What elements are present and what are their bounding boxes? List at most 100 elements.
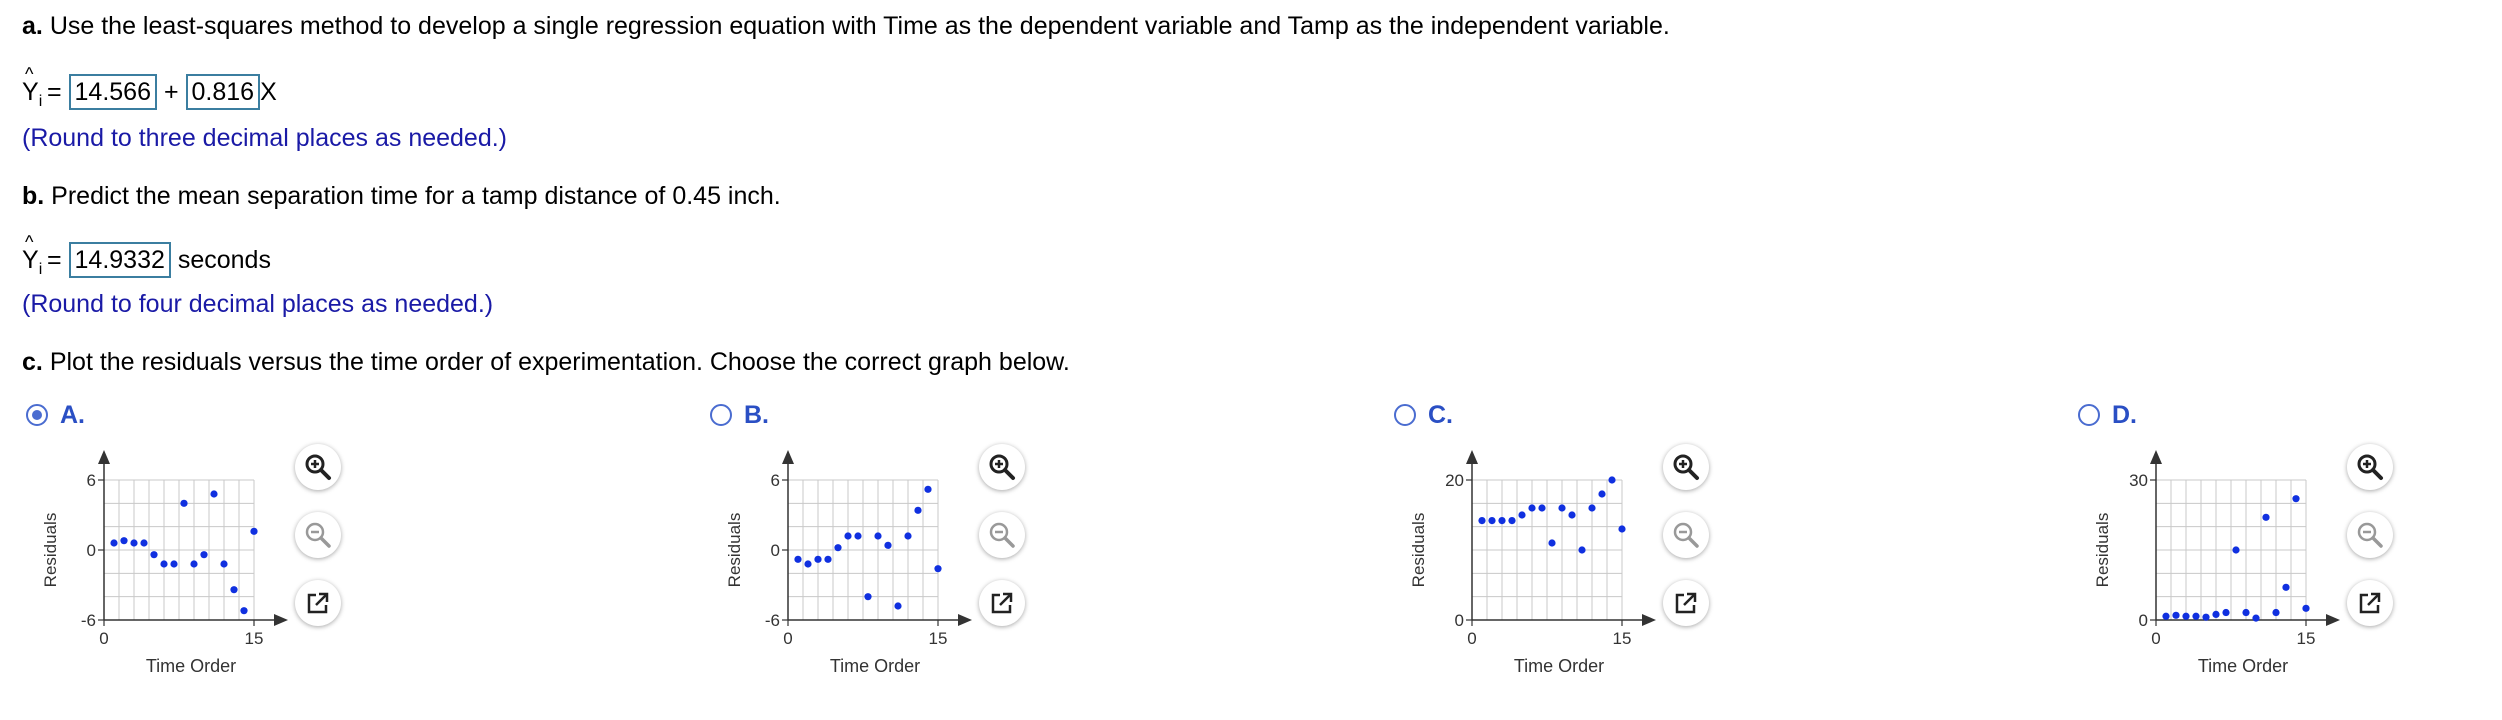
data-point <box>1578 546 1586 554</box>
data-point <box>1618 525 1626 533</box>
data-point <box>2282 583 2290 591</box>
y-axis-label: Residuals <box>41 513 60 588</box>
data-point <box>2162 612 2170 620</box>
external-link-icon <box>1671 588 1701 618</box>
data-point <box>794 555 802 563</box>
question-a: a. Use the least-squares method to devel… <box>22 12 1670 41</box>
external-link-icon <box>2355 588 2385 618</box>
rounding-hint-a: (Round to three decimal places as needed… <box>22 124 508 152</box>
data-point <box>1528 504 1536 512</box>
data-point <box>924 485 932 493</box>
option-a-label: A. <box>60 400 85 429</box>
data-point <box>2292 495 2300 503</box>
data-point <box>240 607 248 615</box>
question-b: b. Predict the mean separation time for … <box>22 182 781 211</box>
residual-plot-d: 30 00 15 Time Order Residuals <box>2093 450 2340 676</box>
data-point <box>844 532 852 540</box>
x-variable: X <box>260 78 277 106</box>
x-axis-label: Time Order <box>1514 656 1604 676</box>
equals-sign: = <box>46 78 62 106</box>
data-point <box>220 560 228 568</box>
option-a[interactable]: A. <box>26 398 85 432</box>
y-hat-symbol: ^ Yi <box>22 232 43 278</box>
y-axis-arrow <box>782 450 794 464</box>
option-b-radio[interactable] <box>710 404 732 426</box>
data-point <box>884 541 892 549</box>
zoom-out-icon <box>303 520 333 550</box>
x-tick-label: 0 <box>1467 629 1476 648</box>
option-a-radio[interactable] <box>26 404 48 426</box>
option-c-label: C. <box>1428 400 1453 429</box>
prediction-equation: ^ Yi = 14.9332 seconds <box>22 232 271 279</box>
open-graph-button[interactable] <box>1663 580 1709 626</box>
option-d[interactable]: D. <box>2078 398 2137 432</box>
part-c-letter: c. <box>22 348 43 376</box>
open-graph-button[interactable] <box>2347 580 2393 626</box>
option-c-radio[interactable] <box>1394 404 1416 426</box>
y-axis-label: Residuals <box>725 513 744 588</box>
data-point <box>230 586 238 594</box>
equals-sign: = <box>46 246 62 274</box>
part-a-text: Use the least-squares method to develop … <box>49 12 1670 40</box>
y-axis-arrow <box>2150 450 2162 464</box>
x-tick-label: 0 <box>783 629 792 648</box>
data-point <box>904 532 912 540</box>
data-point <box>854 532 862 540</box>
part-a-letter: a. <box>22 12 43 40</box>
y-tick-label: 6 <box>771 471 780 490</box>
prediction-answer[interactable]: 14.9332 <box>68 242 171 278</box>
zoom-in-button[interactable] <box>979 444 1025 490</box>
zoom-in-icon <box>303 452 333 482</box>
data-point <box>2172 611 2180 619</box>
data-point <box>864 593 872 601</box>
slope-answer[interactable]: 0.816 <box>185 74 261 110</box>
intercept-answer[interactable]: 14.566 <box>68 74 157 110</box>
zoom-in-button[interactable] <box>1663 444 1709 490</box>
option-d-label: D. <box>2112 400 2137 429</box>
data-point <box>2252 614 2260 622</box>
data-point <box>1608 476 1616 484</box>
data-point <box>250 527 258 535</box>
data-point <box>210 490 218 498</box>
external-link-icon <box>987 588 1017 618</box>
option-d-radio[interactable] <box>2078 404 2100 426</box>
data-point <box>180 499 188 507</box>
option-b[interactable]: B. <box>710 398 769 432</box>
data-point <box>170 560 178 568</box>
zoom-out-button[interactable] <box>979 512 1025 558</box>
open-graph-button[interactable] <box>295 580 341 626</box>
data-point <box>120 537 128 545</box>
data-point <box>814 555 822 563</box>
zoom-in-icon <box>1671 452 1701 482</box>
data-point <box>1538 504 1546 512</box>
data-point <box>1518 511 1526 519</box>
zoom-in-button[interactable] <box>2347 444 2393 490</box>
y-tick-label: 6 <box>87 471 96 490</box>
regression-equation: ^ Yi = 14.566 + 0.816 X <box>22 64 277 111</box>
data-point <box>1558 504 1566 512</box>
data-point <box>834 544 842 552</box>
zoom-out-button[interactable] <box>2347 512 2393 558</box>
question-c: c. Plot the residuals versus the time or… <box>22 348 1070 377</box>
zoom-out-icon <box>2355 520 2385 550</box>
seconds-unit: seconds <box>177 246 271 274</box>
zoom-out-button[interactable] <box>1663 512 1709 558</box>
data-point <box>110 539 118 547</box>
zoom-out-icon <box>987 520 1017 550</box>
data-point <box>130 539 138 547</box>
data-point <box>2262 513 2270 521</box>
data-point <box>2182 612 2190 620</box>
data-point <box>150 551 158 559</box>
data-point <box>914 506 922 514</box>
data-point <box>160 560 168 568</box>
data-point <box>874 532 882 540</box>
x-axis-arrow <box>958 614 972 626</box>
plus-sign: + <box>163 78 179 106</box>
data-point <box>1548 539 1556 547</box>
zoom-in-button[interactable] <box>295 444 341 490</box>
x-tick-label: 15 <box>2297 629 2316 648</box>
option-c[interactable]: C. <box>1394 398 1453 432</box>
open-graph-button[interactable] <box>979 580 1025 626</box>
zoom-out-button[interactable] <box>295 512 341 558</box>
